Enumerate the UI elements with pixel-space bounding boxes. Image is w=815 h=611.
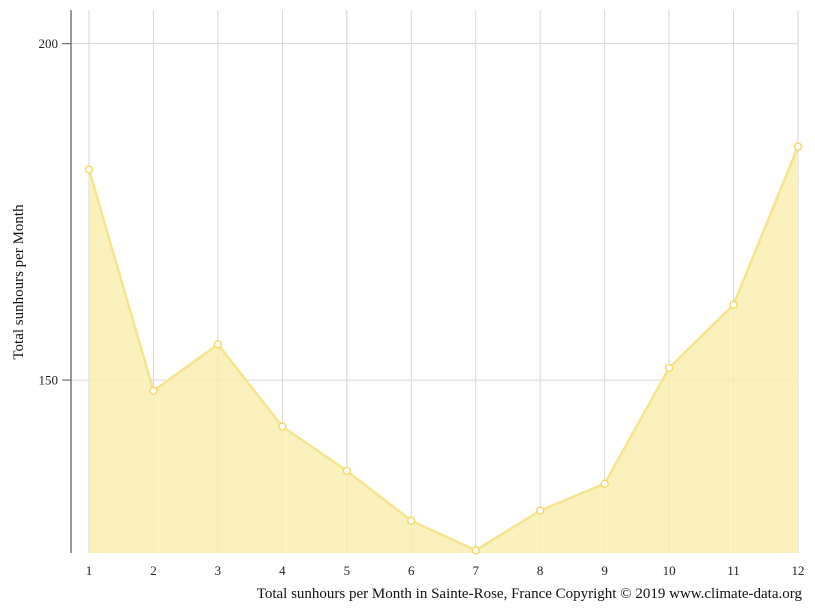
data-point-4 — [278, 422, 287, 431]
area-fill — [89, 146, 798, 553]
data-point-10 — [664, 363, 674, 373]
y-axis-title: Total sunhours per Month — [11, 204, 27, 360]
data-point-3 — [213, 340, 223, 349]
data-point-1 — [84, 165, 94, 174]
y-tick-label-150: 150 — [39, 373, 59, 388]
x-tick-label-11: 11 — [727, 563, 740, 578]
x-tick-label-1: 1 — [86, 563, 93, 578]
x-tick-label-10: 10 — [663, 563, 676, 578]
data-point-7 — [471, 546, 480, 555]
series-line — [87, 146, 800, 552]
x-tick-label-3: 3 — [215, 563, 222, 578]
y-tick-label-200: 200 — [39, 36, 59, 51]
x-tick-label-7: 7 — [472, 563, 479, 578]
data-points — [84, 142, 803, 555]
data-point-2 — [149, 386, 158, 395]
x-tick-label-5: 5 — [344, 563, 351, 578]
data-point-6 — [407, 516, 416, 525]
data-point-8 — [536, 506, 545, 515]
x-ticks: 1 2 3 4 5 6 7 8 9 10 11 12 — [86, 563, 805, 578]
data-point-12 — [793, 142, 803, 151]
data-point-11 — [729, 300, 738, 309]
x-tick-label-2: 2 — [150, 563, 157, 578]
x-tick-label-9: 9 — [601, 563, 608, 578]
x-tick-label-8: 8 — [537, 563, 544, 578]
data-point-5 — [342, 466, 351, 476]
chart-caption: Total sunhours per Month in Sainte-Rose,… — [257, 586, 803, 602]
x-tick-label-12: 12 — [792, 563, 805, 578]
x-tick-label-6: 6 — [408, 563, 415, 578]
data-point-9 — [600, 479, 609, 488]
y-ticks: 150 200 — [39, 36, 71, 388]
x-tick-label-4: 4 — [279, 563, 286, 578]
